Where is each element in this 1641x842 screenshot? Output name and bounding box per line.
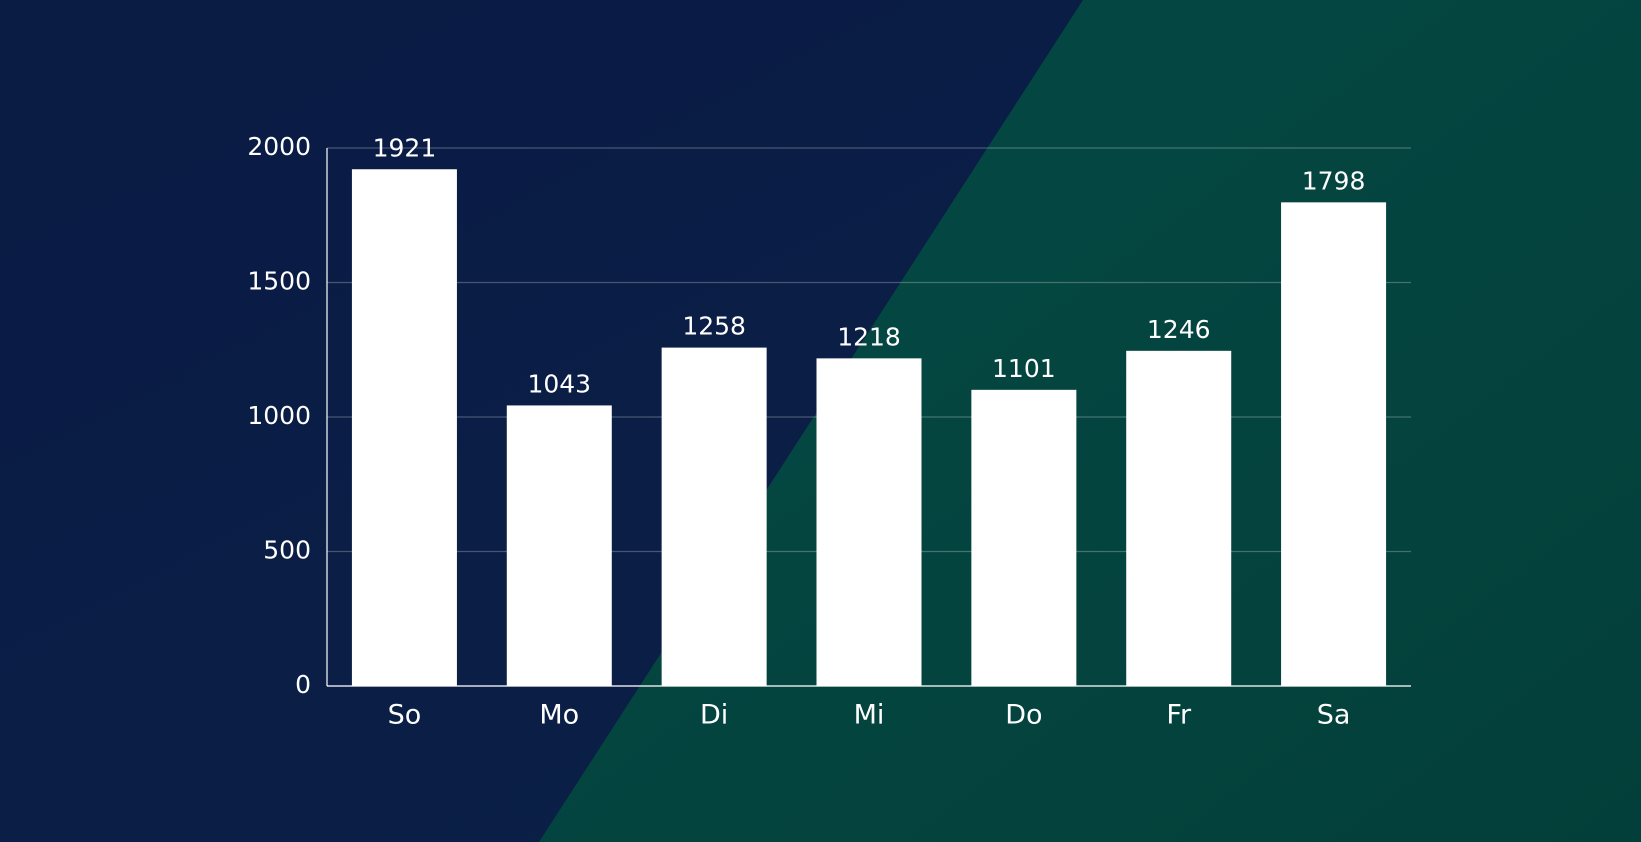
bar — [971, 389, 1077, 686]
bar — [1281, 202, 1387, 686]
x-tick-label: Di — [700, 700, 728, 731]
bar — [351, 169, 457, 687]
data-label: 1043 — [527, 369, 591, 398]
x-tick-label: Mo — [539, 700, 579, 731]
x-tick-label: Mi — [854, 700, 885, 731]
bar — [1126, 350, 1232, 686]
y-tick-label: 0 — [295, 670, 311, 699]
bar — [816, 358, 922, 686]
data-label: 1921 — [373, 133, 437, 162]
data-label: 1258 — [682, 312, 746, 341]
data-label: 1218 — [837, 322, 901, 351]
x-tick-label: Sa — [1317, 700, 1351, 731]
x-tick-label: Do — [1005, 700, 1042, 731]
x-tick-label: So — [388, 700, 422, 731]
y-tick-label: 2000 — [247, 132, 311, 161]
data-label: 1101 — [992, 354, 1056, 383]
y-tick-label: 1500 — [247, 267, 311, 296]
bar — [506, 405, 612, 686]
y-tick-label: 1000 — [247, 401, 311, 430]
bar — [661, 347, 767, 686]
data-label: 1798 — [1302, 166, 1366, 195]
data-label: 1246 — [1147, 315, 1211, 344]
y-tick-label: 500 — [263, 536, 311, 565]
x-tick-label: Fr — [1166, 700, 1192, 731]
